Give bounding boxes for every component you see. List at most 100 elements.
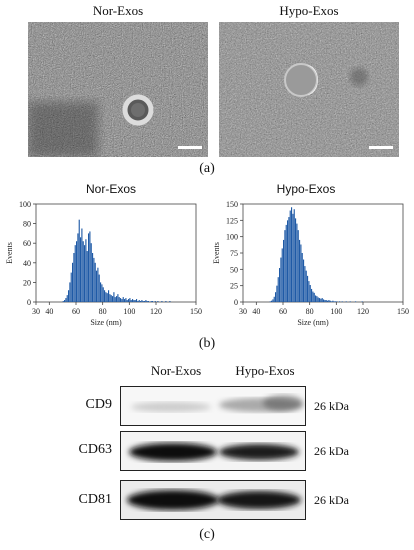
bar: [315, 295, 317, 302]
bar: [289, 210, 291, 302]
bar: [333, 301, 335, 302]
lane-label-nor: Nor-Exos: [150, 363, 202, 378]
x-tick-label: 60: [72, 307, 80, 316]
bar: [120, 298, 122, 302]
bar: [335, 301, 337, 302]
bar: [165, 301, 167, 302]
band-cd63-hypo: [219, 444, 299, 460]
bar: [299, 239, 301, 302]
panel-label-c: (c): [199, 527, 215, 542]
bar: [277, 277, 279, 302]
bar: [287, 220, 289, 302]
bar: [325, 300, 327, 302]
y-tick-label: 60: [23, 239, 31, 248]
x-tick-label: 150: [190, 307, 202, 316]
y-tick-label: 80: [23, 220, 31, 229]
bar: [118, 297, 120, 302]
bar: [109, 294, 111, 302]
bar: [308, 281, 310, 302]
tem-title-hypo: Hypo-Exos: [279, 3, 339, 18]
bar: [97, 267, 99, 302]
bar: [126, 300, 128, 302]
bar: [96, 270, 98, 302]
bar: [100, 282, 102, 302]
bar: [101, 284, 103, 302]
bar: [72, 262, 74, 302]
bar: [70, 272, 72, 302]
band-cd81-hypo: [217, 491, 301, 509]
bar: [62, 301, 64, 302]
marker-label-cd9: CD9: [85, 397, 112, 412]
x-tick-label: 40: [45, 307, 53, 316]
x-tick-label: 100: [123, 307, 135, 316]
bar: [313, 292, 315, 302]
tem-image-hypo: [219, 22, 399, 157]
bar: [142, 301, 144, 302]
plot-frame: [35, 203, 197, 303]
bar: [136, 299, 138, 302]
bar: [157, 301, 159, 302]
bar: [113, 292, 115, 302]
bar: [94, 262, 96, 302]
y-axis-label: Events: [5, 242, 14, 264]
bar: [275, 292, 277, 302]
bar: [141, 300, 143, 302]
bar: [280, 257, 282, 302]
bar: [122, 297, 124, 302]
vesicle-hypo: [284, 63, 318, 97]
size-label-cd9: 26 kDa: [314, 399, 349, 413]
bar: [66, 295, 68, 302]
bar: [319, 298, 321, 302]
bar: [154, 301, 156, 302]
bar: [89, 231, 91, 302]
hist-title-nor: Nor-Exos: [85, 182, 136, 196]
bar: [108, 290, 110, 302]
bar: [305, 270, 307, 302]
bar: [301, 253, 303, 302]
bar: [112, 296, 114, 302]
histogram-hypo: 0 25 50 75 100 125 150 30 40 60 80 100 120 150 Size (n…: [212, 200, 409, 327]
y-tick-label: 75: [230, 249, 238, 258]
bar: [276, 285, 278, 302]
size-label-cd63: 26 kDa: [314, 444, 349, 458]
bar: [140, 301, 142, 302]
bar: [73, 253, 75, 302]
histogram-nor: 0 20 40 60 80 100 30 40 60 80 100 120 150 Size (nm) Ev…: [5, 200, 202, 327]
y-tick-label: 20: [23, 278, 31, 287]
bar: [88, 233, 90, 302]
bar: [355, 301, 357, 302]
bar: [130, 300, 132, 302]
bar: [331, 301, 333, 302]
bar: [307, 275, 309, 302]
bar: [137, 301, 139, 302]
bar: [324, 300, 326, 302]
bar: [68, 290, 70, 302]
bar: [117, 294, 119, 302]
bar: [291, 207, 293, 302]
bar: [285, 224, 287, 302]
band-cd81-nor: [127, 490, 219, 510]
bar: [102, 287, 104, 302]
bar: [296, 223, 298, 302]
y-tick-label: 50: [230, 265, 238, 274]
x-axis-label: Size (nm): [297, 318, 329, 327]
bar: [297, 230, 299, 302]
bar: [116, 296, 118, 302]
bar: [332, 300, 334, 302]
bar: [106, 293, 108, 302]
bar: [77, 233, 79, 302]
bar: [312, 291, 314, 302]
band-cd9-nor: [131, 402, 211, 412]
bar: [283, 239, 285, 302]
bar: [269, 301, 271, 302]
bars: [269, 207, 363, 302]
bar: [81, 228, 83, 302]
bar: [329, 300, 331, 302]
plot-frame: [242, 203, 404, 303]
bar: [93, 257, 95, 302]
bar: [125, 298, 127, 302]
bar: [104, 290, 106, 302]
bar: [169, 301, 171, 302]
bar: [328, 300, 330, 302]
x-tick-label: 30: [32, 307, 40, 316]
